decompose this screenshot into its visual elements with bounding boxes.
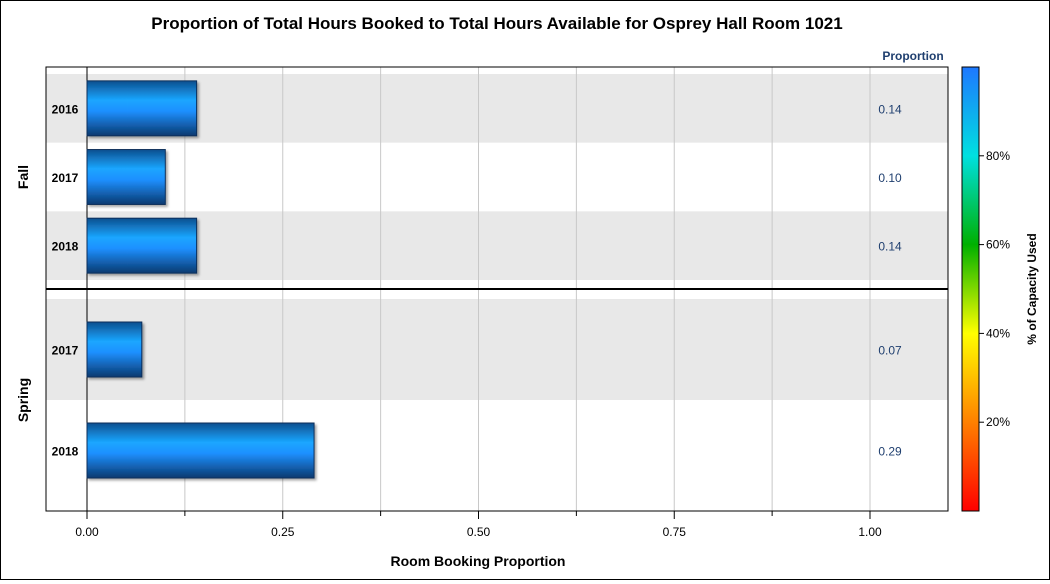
category-label: 2018 bbox=[52, 445, 79, 459]
value-label: 0.14 bbox=[878, 240, 902, 254]
bar bbox=[86, 149, 166, 205]
bar bbox=[86, 80, 198, 137]
chart-title: Proportion of Total Hours Booked to Tota… bbox=[151, 14, 842, 33]
group-label: Spring bbox=[15, 378, 31, 422]
group-label: Fall bbox=[15, 165, 31, 189]
value-label: 0.14 bbox=[878, 102, 902, 116]
colorbar-tick-label: 40% bbox=[986, 326, 1010, 340]
colorbar-tick-label: 60% bbox=[986, 238, 1010, 252]
value-label: 0.07 bbox=[878, 344, 902, 358]
colorbar-title: % of Capacity Used bbox=[1025, 233, 1039, 344]
value-label: 0.10 bbox=[878, 171, 902, 185]
value-label: 0.29 bbox=[878, 445, 902, 459]
category-label: 2016 bbox=[52, 102, 79, 116]
colorbar-tick-label: 20% bbox=[986, 415, 1010, 429]
x-axis-label: Room Booking Proportion bbox=[391, 553, 566, 569]
x-tick-label: 1.00 bbox=[858, 525, 882, 539]
colorbar: 20% 40% 60% 80% bbox=[961, 66, 1010, 512]
x-tick-label: 0.25 bbox=[271, 525, 295, 539]
category-label: 2017 bbox=[52, 171, 79, 185]
colorbar-tick-label: 80% bbox=[986, 149, 1010, 163]
plot-area: 2016 0.14 2017 0.10 2018 0.14 2017 0.07 2018 0.29… bbox=[15, 66, 949, 539]
category-label: 2018 bbox=[52, 240, 79, 254]
row-band bbox=[46, 299, 948, 400]
x-tick-label: 0.50 bbox=[467, 525, 491, 539]
bar bbox=[86, 321, 143, 378]
category-label: 2017 bbox=[52, 344, 79, 358]
colorbar-gradient bbox=[961, 66, 980, 512]
bar bbox=[86, 217, 198, 274]
value-column-header: Proportion bbox=[882, 49, 943, 63]
bar bbox=[86, 422, 315, 479]
x-tick-label: 0.00 bbox=[75, 525, 99, 539]
x-tick-label: 0.75 bbox=[663, 525, 687, 539]
